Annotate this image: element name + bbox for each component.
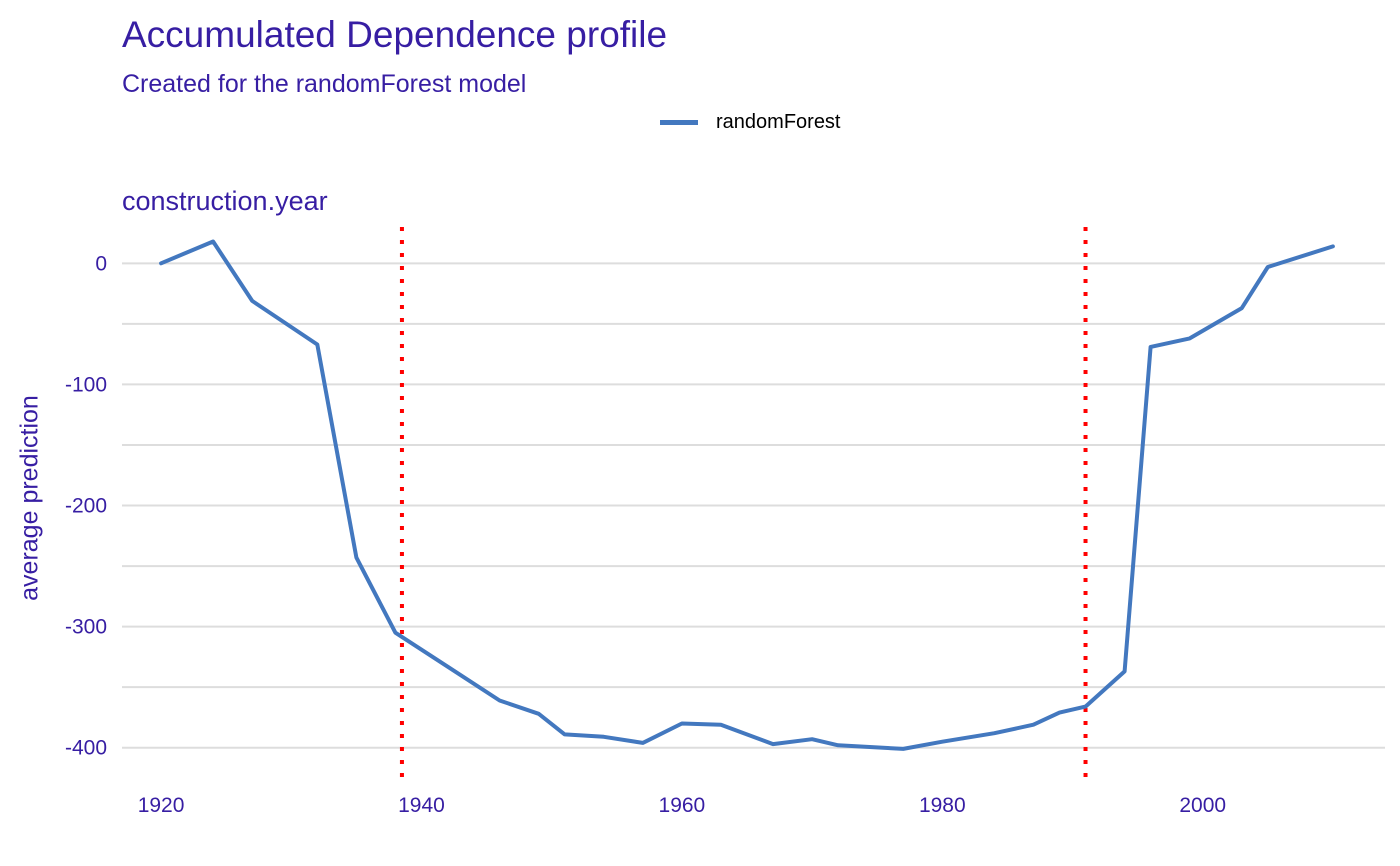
y-tick-label: 0 (95, 252, 107, 275)
x-tick-label: 2000 (1179, 794, 1226, 817)
y-tick-label: -300 (65, 616, 107, 639)
x-tick-label: 1960 (659, 794, 706, 817)
legend-label: randomForest (716, 110, 841, 133)
panel-title: construction.year (122, 186, 328, 216)
x-tick-label: 1980 (919, 794, 966, 817)
legend-swatch (660, 119, 698, 125)
y-tick-label: -400 (65, 737, 107, 760)
y-tick-label: -100 (65, 373, 107, 396)
series-line (159, 239, 1335, 751)
legend: randomForest (660, 110, 841, 134)
x-tick-label: 1940 (398, 794, 445, 817)
y-tick-label: -200 (65, 495, 107, 518)
chart-title: Accumulated Dependence profile (122, 14, 668, 55)
chart-subtitle: Created for the randomForest model (122, 70, 527, 98)
x-tick-label: 1920 (138, 794, 185, 817)
